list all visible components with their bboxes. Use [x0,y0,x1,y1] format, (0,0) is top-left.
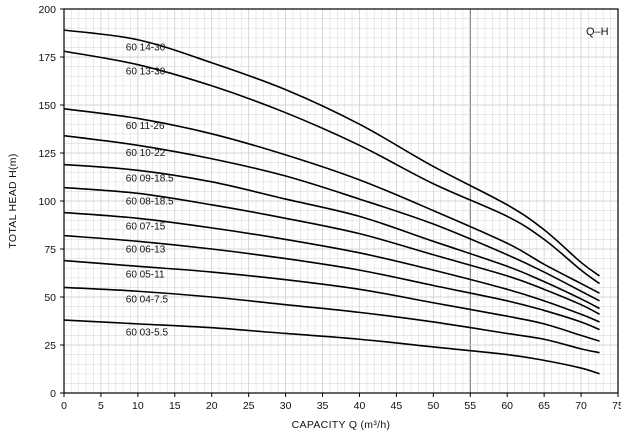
curves [63,29,601,375]
x-tick-label: 30 [280,400,292,412]
x-tick-label: 40 [354,400,366,412]
y-tick-label: 150 [38,100,56,112]
series-line-5 [63,186,600,315]
series-line-9 [63,286,600,354]
series-line-6 [63,211,600,323]
x-tick-label: 5 [98,400,104,412]
y-tick-label: 0 [50,388,56,400]
x-axis-title: CAPACITY Q (m³/h) [292,419,391,431]
series-label: 60 10-22 [126,148,166,159]
y-tick-label: 25 [44,340,56,352]
series-label: 60 06-13 [126,244,166,255]
x-tick-label: 50 [427,400,439,412]
series-line-10 [63,319,600,375]
y-axis-title: TOTAL HEAD H(m) [7,153,19,248]
series-label: 60 08-18.5 [126,196,174,207]
x-tick-label: 35 [317,400,329,412]
x-tick-label: 25 [243,400,255,412]
x-tick-label: 45 [391,400,403,412]
y-tick-label: 200 [38,4,56,16]
x-tick-label: 55 [464,400,476,412]
series-label: 60 09-18.5 [126,173,174,184]
x-tick-label: 0 [61,400,67,412]
x-axis-ticks: 0 5 10 15 20 25 30 35 40 45 50 55 60 65 70 75 [61,393,621,412]
x-tick-label: 15 [169,400,181,412]
x-tick-label: 65 [538,400,550,412]
series-label: 60 05-11 [126,269,165,280]
series-line-2 [63,108,600,294]
series-line-8 [63,259,600,342]
plot-frame [63,8,619,394]
series-line-7 [63,234,600,331]
y-tick-label: 75 [44,244,56,256]
series-label: 60 11-26 [126,121,165,132]
y-tick-label: 50 [44,292,56,304]
x-tick-label: 75 [612,400,621,412]
x-tick-label: 70 [575,400,587,412]
x-tick-label: 20 [206,400,218,412]
y-tick-label: 100 [38,196,56,208]
series-label: 60 14-30 [126,42,166,53]
series-line-0 [63,29,601,277]
y-tick-label: 175 [38,52,56,64]
curve-labels: 60 14-30 60 13-30 60 11-26 60 10-22 60 09-18… [126,42,174,338]
series-label: 60 07-15 [126,221,166,232]
x-tick-label: 10 [132,400,144,412]
series-label: 60 03-5.5 [126,327,169,338]
y-tick-label: 125 [38,148,56,160]
series-label: 60 04-7.5 [126,295,169,306]
y-axis-ticks: 0 25 50 75 100 125 150 175 200 [38,4,64,400]
series-line-4 [63,163,600,310]
x-tick-label: 60 [501,400,513,412]
corner-label: Q–H [586,26,609,38]
series-line-1 [63,50,601,285]
series-line-3 [63,134,600,302]
series-label: 60 13-30 [126,67,166,78]
